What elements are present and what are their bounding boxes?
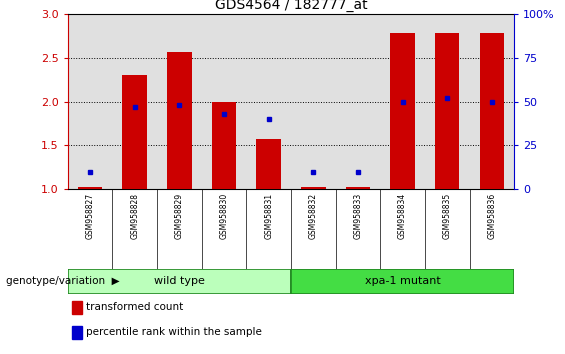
Bar	[68, 269, 291, 294]
Text: percentile rank within the sample: percentile rank within the sample	[86, 327, 262, 337]
Text: GSM958828: GSM958828	[131, 193, 139, 239]
Text: genotype/variation  ▶: genotype/variation ▶	[6, 276, 119, 286]
Text: wild type: wild type	[154, 276, 205, 286]
Text: xpa-1 mutant: xpa-1 mutant	[364, 276, 441, 286]
Bar	[72, 326, 82, 339]
Text: GSM958831: GSM958831	[264, 193, 273, 239]
Bar	[390, 33, 415, 189]
Bar	[346, 187, 370, 189]
Bar	[257, 139, 281, 189]
Bar	[72, 301, 82, 314]
Text: GSM958829: GSM958829	[175, 193, 184, 239]
Text: GSM958832: GSM958832	[309, 193, 318, 239]
Text: GSM958835: GSM958835	[443, 193, 451, 239]
Bar	[291, 269, 514, 294]
Text: GSM958834: GSM958834	[398, 193, 407, 239]
Text: GSM958830: GSM958830	[220, 193, 228, 239]
Text: GSM958833: GSM958833	[354, 193, 362, 239]
Title: GDS4564 / 182777_at: GDS4564 / 182777_at	[215, 0, 367, 12]
Bar	[167, 52, 192, 189]
Bar	[480, 33, 504, 189]
Bar	[301, 187, 325, 189]
Text: GSM958827: GSM958827	[86, 193, 94, 239]
Text: transformed count: transformed count	[86, 302, 183, 312]
Bar	[123, 75, 147, 189]
Bar	[78, 187, 102, 189]
Text: GSM958836: GSM958836	[488, 193, 496, 239]
Bar	[212, 102, 236, 189]
Bar	[435, 33, 459, 189]
